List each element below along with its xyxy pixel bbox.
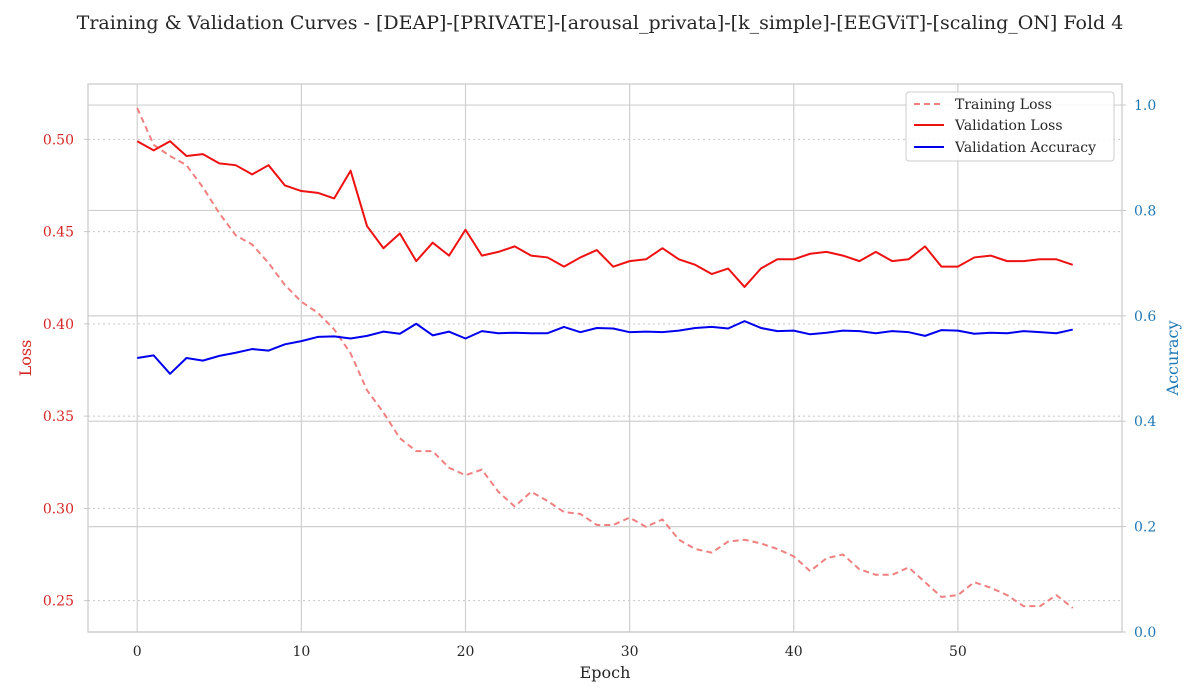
legend-box <box>905 91 1115 162</box>
legend-label-validation-accuracy: Validation Accuracy <box>954 140 1096 156</box>
y-axis-label-right: Accuracy <box>1163 321 1182 397</box>
ticks: 0 10 20 30 40 50 0.25 0.30 0.35 0.40 0.45 0.50 0.0 0.… <box>43 98 1157 660</box>
y-tick-label-right: 0.4 <box>1134 414 1156 430</box>
y-tick-label-right: 1.0 <box>1134 98 1156 114</box>
y-tick-label-right: 0.8 <box>1134 203 1156 219</box>
x-tick-label: 40 <box>785 644 803 660</box>
series-line-training-loss <box>136 107 1074 609</box>
plot-frame <box>87 83 1123 633</box>
y-tick-label-right: 0.6 <box>1134 309 1156 325</box>
series-layer <box>136 107 1074 609</box>
x-tick-label: 50 <box>949 644 967 660</box>
x-tick-label: 0 <box>133 644 142 660</box>
legend-label-validation-loss: Validation Loss <box>954 118 1063 134</box>
legend: Training Loss Validation Loss Validation… <box>905 91 1115 162</box>
series-line-validation-accuracy <box>137 320 1073 375</box>
x-axis-label: Epoch <box>580 663 631 682</box>
x-tick-label: 30 <box>621 644 639 660</box>
y-tick-label-left: 0.50 <box>43 132 74 148</box>
y-tick-label-left: 0.25 <box>43 594 74 610</box>
legend-label-training-loss: Training Loss <box>955 97 1052 113</box>
y-tick-label-left: 0.30 <box>43 501 74 517</box>
y-axis-label-left: Loss <box>16 340 35 377</box>
chart-title: Training & Validation Curves - [DEAP]-[P… <box>77 12 1124 34</box>
series-line-validation-loss <box>136 140 1074 288</box>
y-tick-label-left: 0.35 <box>43 409 74 425</box>
y-tick-label-left: 0.40 <box>43 317 74 333</box>
x-tick-label: 10 <box>292 644 310 660</box>
y-tick-label-left: 0.45 <box>43 225 74 241</box>
y-tick-label-right: 0.2 <box>1134 520 1156 536</box>
y-tick-label-right: 0.0 <box>1134 625 1156 641</box>
x-tick-label: 20 <box>457 644 475 660</box>
grid <box>88 84 1122 633</box>
